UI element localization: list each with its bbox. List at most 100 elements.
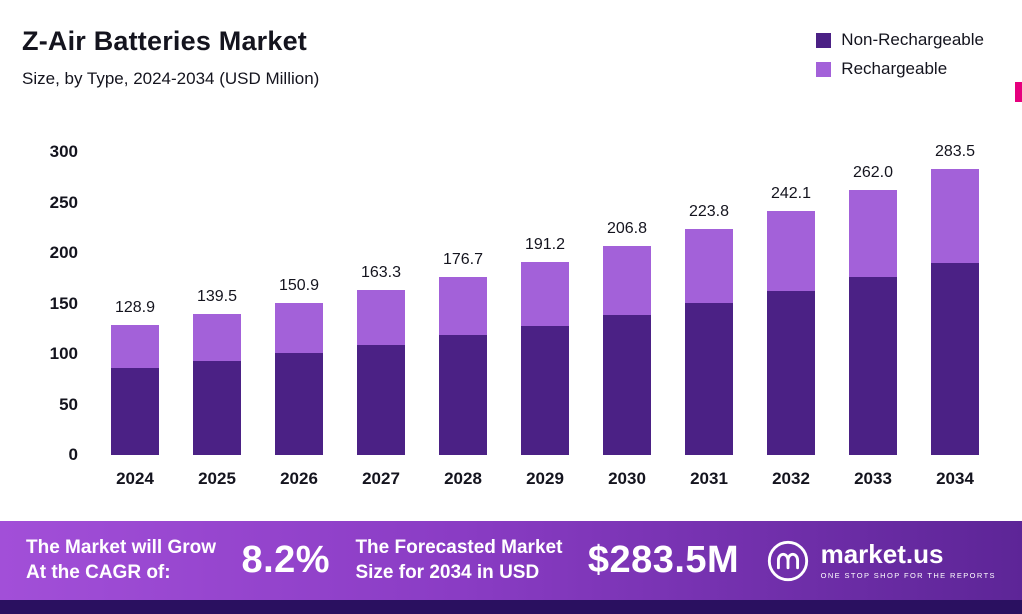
x-axis-label: 2028	[444, 469, 482, 488]
bar-value-label: 150.9	[278, 276, 320, 294]
cagr-label-line1: The Market will Grow	[26, 536, 217, 558]
cagr-label: The Market will Grow At the CAGR of:	[26, 536, 216, 585]
title-block: Z-Air Batteries Market Size, by Type, 20…	[22, 26, 319, 89]
x-axis-label: 2032	[772, 469, 810, 488]
bar-segment-rechargeable	[521, 261, 569, 326]
market-us-logo-icon	[767, 540, 808, 581]
bar-column: 262.0 2033	[832, 152, 914, 488]
bar-segment-non-rechargeable	[275, 352, 323, 455]
stacked-bar	[357, 290, 405, 455]
stats-banner: The Market will Grow At the CAGR of: 8.2…	[0, 521, 1022, 600]
x-axis-label: 2034	[936, 469, 974, 488]
plot-area: 128.9 2024 139.5 2025 150.9 2026 163.3 2027 176.…	[50, 142, 996, 488]
bottom-strip	[0, 600, 1022, 614]
bar-value-label: 283.5	[934, 142, 976, 160]
brand-name: market.us	[820, 539, 944, 569]
bar-value-label: 128.9	[114, 298, 156, 316]
y-axis-tick-label: 150	[49, 293, 78, 313]
bar-segment-rechargeable	[439, 276, 487, 336]
y-axis-tick-label: 300	[49, 142, 78, 161]
x-axis-label: 2027	[362, 469, 400, 488]
forecast-label-line1: The Forecasted Market	[355, 536, 563, 558]
forecast-label: The Forecasted Market Size for 2034 in U…	[355, 536, 562, 585]
bar-column: 206.8 2030	[586, 152, 668, 488]
bar-segment-non-rechargeable	[111, 367, 159, 455]
bar-segment-non-rechargeable	[603, 315, 651, 455]
legend: Non-Rechargeable Rechargeable	[816, 26, 984, 79]
bar-column: 242.1 2032	[750, 152, 832, 488]
bar-column: 283.5 2034	[914, 143, 996, 488]
legend-label: Non-Rechargeable	[841, 30, 984, 49]
stacked-bar	[767, 210, 815, 455]
bar-segment-rechargeable	[603, 246, 651, 316]
bar-segment-rechargeable	[193, 314, 241, 361]
brand-text: market.us ONE STOP SHOP FOR THE REPORTS	[821, 541, 996, 580]
bar-segment-rechargeable	[111, 324, 159, 368]
x-axis-label: 2033	[854, 469, 892, 488]
stacked-bar	[111, 324, 159, 455]
bar-segment-non-rechargeable	[767, 291, 815, 455]
legend-label: Rechargeable	[841, 59, 948, 78]
legend-item-rechargeable: Rechargeable	[816, 59, 984, 79]
legend-item-non-rechargeable: Non-Rechargeable	[816, 30, 984, 50]
x-axis-label: 2026	[280, 469, 318, 488]
x-axis-label: 2024	[116, 469, 154, 488]
y-axis-tick-label: 250	[49, 192, 78, 212]
bar-segment-non-rechargeable	[685, 302, 733, 455]
bar-segment-non-rechargeable	[439, 335, 487, 455]
brand-tagline: ONE STOP SHOP FOR THE REPORTS	[820, 571, 996, 580]
stacked-bar	[193, 314, 241, 455]
bar-value-label: 262.0	[852, 164, 894, 182]
bar-column: 128.9 2024	[94, 152, 176, 488]
stacked-bar	[603, 246, 651, 455]
bar-value-label: 191.2	[524, 235, 566, 253]
x-axis-label: 2025	[198, 469, 236, 488]
stacked-bar	[439, 276, 487, 455]
cagr-label-line2: At the CAGR of:	[26, 561, 171, 583]
cagr-value: 8.2%	[241, 539, 331, 581]
x-axis-label: 2031	[690, 469, 728, 488]
bars-container: 128.9 2024 139.5 2025 150.9 2026 163.3 2027 176.…	[94, 143, 996, 488]
bar-segment-rechargeable	[357, 290, 405, 345]
y-axis-tick-label: 200	[49, 243, 78, 262]
stacked-bar	[849, 190, 897, 455]
edge-accent	[1015, 82, 1022, 102]
bar-segment-non-rechargeable	[521, 325, 569, 455]
x-axis-label: 2029	[526, 469, 564, 488]
bar-segment-rechargeable	[767, 210, 815, 292]
bar-segment-non-rechargeable	[931, 263, 979, 455]
bar-value-label: 206.8	[606, 220, 648, 238]
y-axis-tick-label: 50	[59, 394, 78, 414]
legend-swatch-non-rechargeable-icon	[816, 32, 832, 48]
forecast-value: $283.5M	[587, 539, 740, 581]
bar-segment-non-rechargeable	[357, 344, 405, 455]
bar-column: 139.5 2025	[176, 152, 258, 488]
forecast-label-line2: Size for 2034 in USD	[355, 561, 540, 583]
bar-value-label: 139.5	[196, 288, 238, 306]
x-axis-label: 2030	[608, 469, 646, 488]
chart-header: Z-Air Batteries Market Size, by Type, 20…	[0, 0, 1022, 89]
y-axis-tick-label: 100	[49, 344, 78, 363]
stacked-bar-chart: 128.9 2024 139.5 2025 150.9 2026 163.3 2027 176.…	[30, 142, 996, 488]
bar-column: 223.8 2031	[668, 152, 750, 488]
bar-segment-non-rechargeable	[193, 360, 241, 455]
bar-value-label: 242.1	[770, 184, 812, 202]
legend-swatch-rechargeable-icon	[816, 61, 832, 77]
stacked-bar	[685, 228, 733, 455]
bar-segment-rechargeable	[849, 190, 897, 278]
bar-value-label: 223.8	[688, 202, 730, 220]
bar-segment-rechargeable	[931, 168, 979, 264]
page-subtitle: Size, by Type, 2024-2034 (USD Million)	[22, 69, 320, 88]
stacked-bar	[931, 168, 979, 455]
bar-segment-non-rechargeable	[849, 277, 897, 455]
bar-column: 150.9 2026	[258, 152, 340, 488]
stacked-bar	[521, 261, 569, 455]
bar-value-label: 176.7	[442, 250, 484, 268]
bar-segment-rechargeable	[685, 228, 733, 303]
page-title: Z-Air Batteries Market	[22, 26, 307, 56]
bar-value-label: 163.3	[360, 264, 402, 282]
bar-column: 191.2 2029	[504, 152, 586, 488]
bar-segment-rechargeable	[275, 302, 323, 353]
stacked-bar	[275, 302, 323, 455]
y-axis-tick-label: 0	[68, 445, 78, 464]
